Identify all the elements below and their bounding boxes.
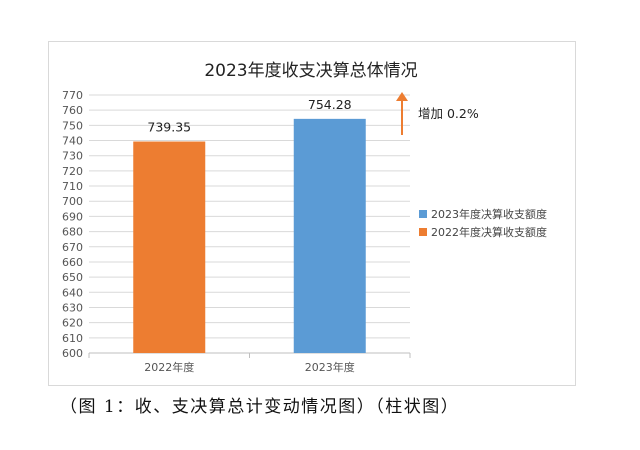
- y-tick-label: 750: [62, 119, 83, 132]
- up-arrow-head: [396, 92, 408, 101]
- legend-label: 2022年度决算收支额度: [431, 225, 547, 239]
- y-tick-label: 760: [62, 104, 83, 117]
- y-tick-label: 730: [62, 150, 83, 163]
- y-tick-label: 710: [62, 180, 83, 193]
- y-tick-label: 740: [62, 135, 83, 148]
- y-tick-label: 770: [62, 89, 83, 102]
- change-annotation-label: 增加 0.2%: [418, 106, 479, 121]
- y-tick-label: 640: [62, 286, 83, 299]
- chart-title: 2023年度收支决算总体情况: [204, 61, 417, 81]
- bar-data-label: 739.35: [147, 120, 191, 135]
- y-tick-label: 620: [62, 317, 83, 330]
- x-tick-label: 2022年度: [144, 360, 194, 374]
- y-tick-label: 680: [62, 226, 83, 239]
- y-tick-label: 610: [62, 332, 83, 345]
- y-tick-label: 650: [62, 271, 83, 284]
- y-tick-label: 720: [62, 165, 83, 178]
- x-tick-label: 2023年度: [305, 360, 355, 374]
- legend: 2023年度决算收支额度 2022年度决算收支额度: [419, 207, 547, 239]
- axes: 600 610 620 630 640 650 660 670 680 690 700 710 720 7…: [62, 89, 411, 374]
- y-tick-label: 670: [62, 241, 83, 254]
- y-tick-label: 630: [62, 301, 83, 314]
- bar-series-2: [293, 118, 366, 353]
- legend-label: 2023年度决算收支额度: [431, 207, 547, 221]
- data-labels: 739.35 754.28: [147, 97, 351, 135]
- y-tick-label: 700: [62, 195, 83, 208]
- legend-swatch: [419, 210, 427, 218]
- bar-data-label: 754.28: [308, 97, 352, 112]
- y-tick-label: 660: [62, 256, 83, 269]
- figure-caption: （图 1：收、支决算总计变动情况图）（柱状图）: [60, 397, 460, 417]
- legend-swatch: [419, 228, 427, 236]
- bars: [133, 118, 366, 353]
- change-annotation: 增加 0.2%: [396, 92, 479, 135]
- y-tick-label: 690: [62, 210, 83, 223]
- bar-series-1: [133, 141, 206, 353]
- y-tick-label: 600: [62, 347, 83, 360]
